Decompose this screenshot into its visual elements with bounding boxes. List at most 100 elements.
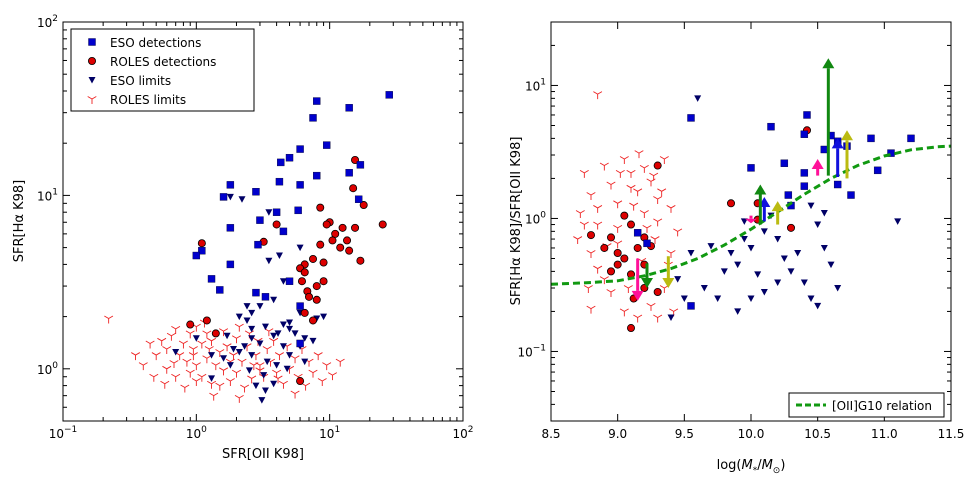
left-eso-detections-point	[313, 97, 321, 105]
left-roles-limits-point	[335, 358, 345, 367]
left-eso-limits-point	[238, 196, 246, 203]
right-roles-detections-point	[653, 161, 662, 170]
right-roles-limits-point	[666, 250, 676, 258]
left-roles-limits-point	[211, 362, 221, 371]
right-roles-limits-point	[593, 91, 603, 100]
left-roles-limits-point	[225, 378, 235, 387]
left-eso-detections-point	[296, 339, 304, 348]
right-y-axis-label: SFR[Hα K98]/SFR[OII K98]	[509, 137, 524, 306]
left-roles-detections-point	[356, 256, 365, 265]
right-eso-limits-point	[827, 261, 835, 269]
left-roles-limits-point	[160, 380, 170, 389]
right-roles-limits-point	[639, 164, 649, 173]
left-roles-detections-point	[211, 329, 220, 338]
right-eso-limits-point	[667, 314, 675, 322]
left-eso-limits-point	[208, 375, 216, 382]
left-roles-detections-point	[272, 220, 281, 229]
left-roles-limits-point	[178, 340, 188, 349]
left-eso-limits-point	[263, 358, 271, 366]
left-eso-limits-point	[286, 325, 294, 333]
right-roles-limits-point	[639, 210, 649, 218]
right-x-tick-label: 9.5	[675, 427, 694, 441]
left-eso-limits-point	[279, 321, 287, 329]
right-roles-limits-point	[615, 170, 625, 178]
left-roles-limits-point	[104, 315, 114, 324]
left-y-tick-label: 101	[37, 187, 58, 203]
left-roles-limits-point	[317, 378, 327, 387]
left-roles-limits-point	[202, 330, 212, 339]
left-x-axis: 10−1 100 101 102	[49, 22, 474, 441]
left-eso-limits-point	[270, 332, 278, 340]
right-roles-limits-point	[619, 308, 629, 317]
left-eso-limits-point	[260, 372, 268, 379]
left-roles-limits-point	[180, 384, 190, 393]
right-eso-detections-point	[803, 111, 811, 119]
right-eso-limits-point	[794, 249, 802, 257]
left-roles-limits-point	[202, 355, 212, 364]
left-roles-limits-point	[188, 352, 198, 361]
left-roles-detections-point	[305, 292, 314, 301]
right-eso-detections-point	[833, 180, 842, 189]
left-x-axis-label: SFR[OII K98]	[222, 447, 304, 462]
left-roles-limits-point	[215, 349, 225, 357]
right-roles-limits-point	[634, 150, 644, 159]
left-roles-limits-point	[269, 337, 279, 346]
left-eso-detections-point	[294, 206, 302, 215]
offset-arrow-head	[754, 184, 767, 195]
left-roles-limits-point	[169, 360, 179, 369]
left-roles-detections-point	[300, 308, 309, 317]
right-roles-limits-point	[626, 170, 636, 178]
right-eso-detections-point	[784, 191, 793, 199]
left-roles-limits-point	[162, 365, 172, 374]
left-roles-detections-point	[186, 320, 195, 329]
right-roles-detections-point	[613, 248, 622, 257]
right-y-axis: 10−1 100 101	[517, 44, 951, 405]
left-roles-limits-point	[171, 325, 181, 334]
left-y-tick-label: 100	[37, 361, 58, 377]
left-roles-limits-point	[237, 358, 247, 367]
offset-arrow-head	[811, 158, 824, 169]
left-eso-limits-point	[273, 362, 281, 369]
right-eso-limits-point	[760, 228, 768, 235]
right-roles-detections-point	[587, 231, 596, 240]
left-eso-detections-point	[275, 177, 284, 186]
left-eso-detections-point	[345, 169, 353, 177]
left-eso-detections-point	[309, 114, 317, 122]
left-eso-limits-point	[286, 352, 294, 359]
left-legend-label: ESO limits	[110, 74, 171, 88]
right-eso-detections-point	[747, 164, 755, 172]
right-roles-limits-point	[653, 196, 663, 205]
right-eso-limits-point	[754, 271, 762, 278]
right-roles-detections-point	[613, 260, 622, 269]
left-eso-detections-point	[219, 193, 228, 201]
left-data-marks	[104, 91, 393, 404]
right-roles-limits-point	[619, 156, 629, 164]
right-x-axis-label: log(M*/M⊙)	[717, 458, 786, 476]
left-roles-limits-point	[191, 378, 201, 387]
left-roles-detections-point	[351, 223, 360, 232]
left-eso-limits-point	[283, 365, 291, 373]
right-eso-detections-point	[873, 166, 882, 175]
right-eso-limits-point	[814, 221, 822, 229]
left-roles-limits-point	[219, 367, 229, 376]
offset-arrow-head	[662, 278, 675, 288]
right-roles-limits-point	[593, 221, 603, 230]
left-roles-detections-point	[202, 316, 211, 325]
right-eso-detections-point	[800, 169, 809, 177]
left-roles-detections-point	[359, 201, 368, 210]
left-roles-limits-point	[247, 375, 257, 384]
left-legend-box	[70, 28, 255, 112]
left-eso-detections-point	[277, 158, 285, 167]
left-eso-limits-point	[230, 346, 238, 353]
right-roles-detections-point	[627, 220, 636, 229]
right-roles-detections-point	[620, 254, 629, 263]
left-roles-limits-point	[255, 362, 265, 371]
right-eso-limits-point	[780, 255, 788, 262]
right-eso-limits-point	[720, 268, 728, 275]
left-roles-detections-point	[297, 277, 306, 286]
right-roles-limits-point	[593, 265, 603, 274]
left-eso-detections-point	[261, 293, 270, 301]
left-eso-limits-point	[248, 309, 256, 317]
right-eso-limits-point	[747, 244, 755, 252]
